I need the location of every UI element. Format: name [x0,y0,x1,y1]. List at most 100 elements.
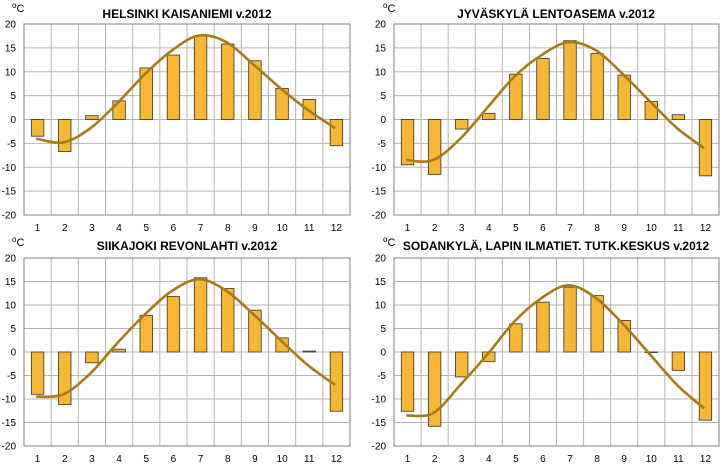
plot-frame [23,257,351,447]
y-tick-label: 5 [10,324,16,335]
bar [509,323,523,353]
x-tick-label: 11 [673,223,684,234]
chart-title: JYVÄSKYLÄ LENTOASEMA v.2012 [457,6,655,21]
x-tick-label: 7 [567,223,573,234]
y-tick-label: 10 [5,67,17,78]
chart-title: SIIKAJOKI REVONLAHTI v.2012 [97,239,278,253]
trend-line [406,40,705,163]
y-tick-label: -5 [7,371,16,382]
x-tick-label: 1 [405,454,411,465]
unit-label: oC [383,1,395,15]
bar [30,119,45,137]
y-tick-label: 5 [10,91,16,102]
y-tick-label: -15 [372,418,387,429]
y-tick-label: -5 [7,139,16,150]
y-tick-label: -20 [2,442,17,453]
x-tick-label: 6 [171,223,177,234]
y-tick-label: 10 [5,301,17,312]
x-tick-label: 2 [432,223,438,234]
bar [563,40,577,120]
y-tick-label: 0 [10,115,16,126]
x-tick-label: 3 [459,223,465,234]
bar [671,114,686,120]
unit-label: oC [12,1,24,15]
x-tick-label: 12 [331,223,343,234]
bar [427,351,442,427]
x-tick-label: 2 [62,223,68,234]
y-tick-label: 5 [380,91,386,102]
x-tick-label: 4 [486,454,492,465]
x-tick-label: 1 [405,223,411,234]
unit-base: C [16,237,24,249]
bar [221,43,235,120]
y-tick-label: -10 [372,163,387,174]
bar [193,35,208,120]
x-tick-label: 8 [594,454,600,465]
y-tick-label: 15 [5,277,17,288]
x-tick-label: 5 [513,454,519,465]
bar [58,119,72,152]
bar [536,301,550,353]
y-tick-label: 20 [375,20,387,31]
x-tick-label: 7 [198,223,204,234]
y-tick-label: -5 [377,139,386,150]
y-tick-label: 0 [380,348,386,359]
x-tick-label: 3 [89,454,95,465]
x-tick-label: 8 [594,223,600,234]
trend-line [35,33,336,145]
x-tick-label: 6 [171,454,177,465]
x-tick-label: 3 [459,454,465,465]
y-tick-label: 10 [375,67,387,78]
y-tick-label: -15 [2,187,17,198]
x-tick-label: 8 [225,454,231,465]
x-tick-label: 4 [486,223,492,234]
chart-title: HELSINKI KAISANIEMI v.2012 [102,7,271,21]
bar [455,351,469,378]
x-tick-label: 9 [252,223,258,234]
y-tick-label: 0 [10,348,16,359]
x-tick-label: 10 [646,454,658,465]
y-tick-label: -10 [2,395,17,406]
x-tick-label: 5 [143,223,149,234]
bar [400,351,415,412]
bar [58,351,72,406]
x-tick-label: 8 [225,223,231,234]
x-tick-label: 2 [432,454,438,465]
bar [400,119,415,166]
bar [248,309,262,353]
bar [644,351,658,353]
x-tick-label: 11 [304,454,315,465]
y-tick-label: 15 [375,43,387,54]
x-tick-label: 5 [513,223,519,234]
y-tick-label: -10 [372,395,387,406]
bar [85,351,99,364]
x-tick-label: 6 [540,454,546,465]
bar [698,351,713,421]
unit-sup: o [12,1,17,10]
bar [455,119,469,130]
x-tick-label: 11 [673,454,684,465]
x-tick-label: 9 [621,223,627,234]
y-tick-label: -20 [372,442,387,453]
x-tick-label: 10 [646,223,658,234]
unit-sup: o [12,235,17,244]
x-tick-label: 11 [304,223,315,234]
bar [302,350,316,353]
x-tick-label: 3 [89,223,95,234]
bar [166,296,181,353]
unit-base: C [387,237,395,249]
y-tick-label: -20 [372,211,387,222]
x-tick-label: 7 [567,454,573,465]
bar [329,119,344,147]
x-tick-label: 6 [540,223,546,234]
y-tick-label: 15 [375,277,387,288]
bar [30,351,45,395]
x-tick-label: 9 [252,454,258,465]
bar [671,351,686,371]
unit-base: C [387,3,395,15]
chart-title: SODANKYLÄ, LAPIN ILMATIET. TUTK.KESKUS v… [403,238,710,253]
x-tick-label: 1 [35,454,41,465]
x-tick-label: 5 [143,454,149,465]
